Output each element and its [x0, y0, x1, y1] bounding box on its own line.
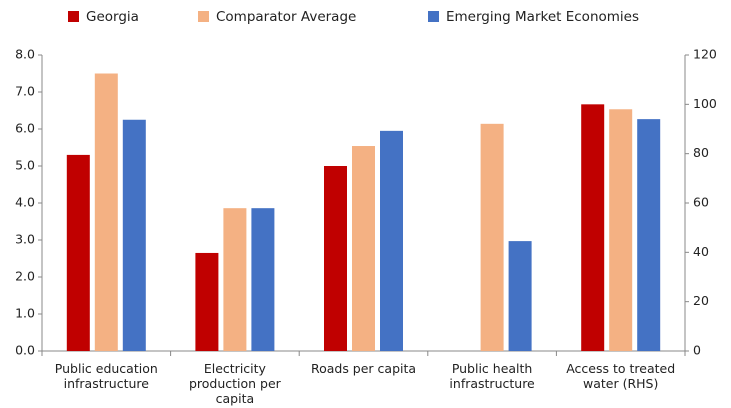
bar	[94, 73, 118, 351]
x-tick-label: Public education infrastructure	[54, 361, 158, 391]
bar	[380, 130, 403, 351]
bar	[66, 154, 90, 351]
x-tick-label: Access to treated water (RHS)	[566, 361, 676, 391]
y-tick-label: 2.0	[15, 269, 35, 284]
x-tick-label: Electricity production per capita	[188, 361, 281, 406]
y-tick-label: 1.0	[15, 306, 35, 321]
bar	[251, 208, 275, 351]
y-tick-label: 6.0	[15, 121, 35, 136]
bar	[352, 146, 375, 351]
x-tick-label: Roads per capita	[310, 361, 417, 376]
legend-label: Emerging Market Economies	[446, 9, 639, 25]
bar	[581, 104, 605, 351]
y2-tick-label: 60	[693, 195, 709, 210]
y2-tick-label: 40	[693, 244, 709, 259]
y2-tick-label: 0	[693, 343, 701, 358]
x-tick-label: Public health infrastructure	[449, 361, 535, 391]
bar	[508, 241, 532, 351]
y2-tick-label: 100	[693, 96, 717, 111]
y-tick-label: 5.0	[15, 158, 35, 173]
legend-label: Comparator Average	[216, 9, 356, 25]
y-tick-label: 4.0	[15, 195, 35, 210]
bar	[324, 166, 347, 351]
y2-tick-label: 120	[693, 47, 717, 62]
bar	[122, 119, 146, 351]
legend-swatch	[68, 11, 79, 22]
bar	[637, 119, 661, 351]
y-tick-label: 0.0	[15, 343, 35, 358]
legend-label: Georgia	[86, 9, 139, 25]
bar	[223, 208, 247, 351]
y2-tick-label: 20	[693, 293, 709, 308]
y2-tick-label: 80	[693, 145, 709, 160]
y-tick-label: 3.0	[15, 232, 35, 247]
legend-swatch	[198, 11, 209, 22]
y-tick-label: 8.0	[15, 47, 35, 62]
bar	[480, 123, 504, 351]
bar	[195, 252, 219, 351]
y-tick-label: 7.0	[15, 84, 35, 99]
legend-swatch	[428, 11, 439, 22]
bar	[609, 109, 633, 352]
